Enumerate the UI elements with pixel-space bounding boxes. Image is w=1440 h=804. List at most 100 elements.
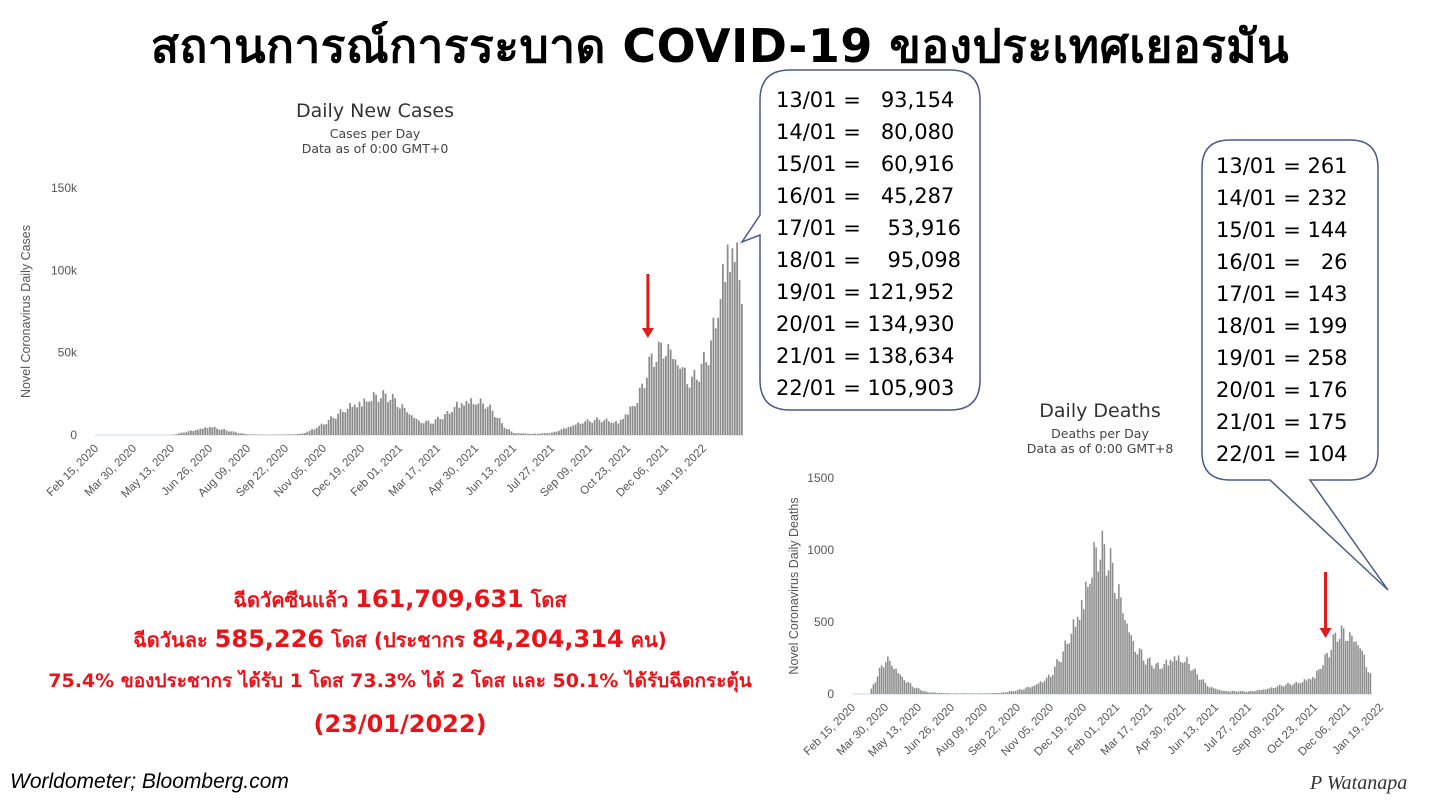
bar (242, 433, 245, 435)
bar (1006, 692, 1009, 694)
bar (494, 417, 496, 435)
bar (1177, 655, 1180, 694)
bar (1182, 662, 1184, 694)
bar (1095, 547, 1097, 694)
bar (1173, 656, 1176, 694)
bar (593, 419, 596, 435)
bar (926, 691, 928, 694)
bar (541, 433, 544, 435)
bar (543, 433, 546, 435)
bar (1237, 691, 1240, 694)
bar (1163, 663, 1165, 694)
bar (1252, 691, 1254, 694)
bar (938, 692, 941, 694)
bar (1254, 691, 1256, 694)
bar (738, 280, 741, 435)
bar (524, 433, 527, 435)
bar (1089, 583, 1091, 694)
bar (971, 693, 974, 694)
deaths-callout-line: 20/01 = 176 (1216, 378, 1348, 402)
bar (555, 431, 558, 435)
bar (930, 692, 932, 694)
deaths-chart-subtitle: Deaths per Day (1051, 426, 1149, 441)
deaths-callout-line: 13/01 = 261 (1216, 154, 1348, 178)
bar (1336, 641, 1339, 694)
bar (1215, 688, 1217, 694)
bar (1347, 640, 1349, 694)
bar (228, 431, 230, 435)
bar (401, 404, 404, 435)
bar (396, 407, 399, 435)
bar (1039, 681, 1042, 694)
bar (546, 433, 549, 435)
bar (218, 429, 221, 435)
bar (325, 424, 328, 435)
bar (1192, 669, 1194, 694)
bar (1058, 661, 1060, 694)
cases-chart-header: Daily New Cases Cases per Day Data as of… (20, 100, 740, 156)
bar (339, 409, 342, 435)
bar (928, 692, 930, 694)
bar (237, 433, 240, 435)
deaths-chart: 0 500 1000 1500 Novel Coronavirus Daily Deat… (787, 471, 1386, 759)
bar (686, 384, 689, 435)
bar (998, 693, 1000, 694)
bar (529, 433, 532, 435)
bar (370, 401, 373, 435)
bar (1367, 672, 1370, 694)
bar (1060, 662, 1062, 694)
vaccine-total-value: 161,709,631 (355, 585, 524, 613)
bar (722, 264, 724, 435)
bar (1250, 690, 1252, 694)
bar (1010, 690, 1013, 694)
bar (589, 421, 591, 435)
bar (1076, 616, 1079, 694)
bar (574, 424, 577, 435)
bar (1159, 669, 1161, 694)
bar (1204, 682, 1207, 694)
bar (901, 676, 904, 694)
bar (1219, 689, 1221, 694)
bar (277, 434, 280, 435)
bar (1270, 687, 1273, 694)
bar (1217, 689, 1219, 694)
bar (313, 429, 316, 435)
bar (527, 433, 530, 435)
bar (356, 407, 359, 435)
vaccine-total-prefix: ฉีดวัคซีนแล้ว (233, 588, 349, 612)
bar (308, 430, 311, 435)
bar (1052, 675, 1054, 694)
bar (536, 433, 539, 435)
bar (944, 693, 947, 694)
bar (1111, 562, 1114, 694)
bar (967, 693, 970, 694)
bar (665, 356, 667, 435)
bar (1014, 690, 1017, 694)
y-tick-label: 50k (58, 346, 78, 360)
bar (1140, 649, 1143, 694)
bar (458, 407, 461, 435)
vaccine-daily-prefix: ฉีดวันละ (133, 628, 208, 652)
deaths-callout-line: 15/01 = 144 (1216, 218, 1348, 242)
bar (1256, 690, 1258, 694)
bar (204, 427, 207, 435)
bar (707, 365, 710, 435)
cases-callout: 13/01 = 93,154 14/01 = 80,080 15/01 = 60… (776, 84, 961, 404)
bar (1047, 674, 1050, 694)
bar (551, 432, 553, 435)
bar (1299, 683, 1302, 694)
bar (220, 429, 223, 435)
bar (905, 682, 908, 694)
bar (1070, 633, 1073, 694)
bar (187, 431, 190, 435)
bar (676, 365, 679, 435)
bar (1085, 581, 1087, 694)
bar (1285, 684, 1287, 694)
bar (394, 398, 397, 435)
bar (679, 368, 682, 435)
bar (924, 691, 926, 694)
bar (375, 394, 378, 435)
bar (1035, 684, 1038, 694)
bar (1330, 649, 1333, 694)
bar (957, 693, 959, 694)
